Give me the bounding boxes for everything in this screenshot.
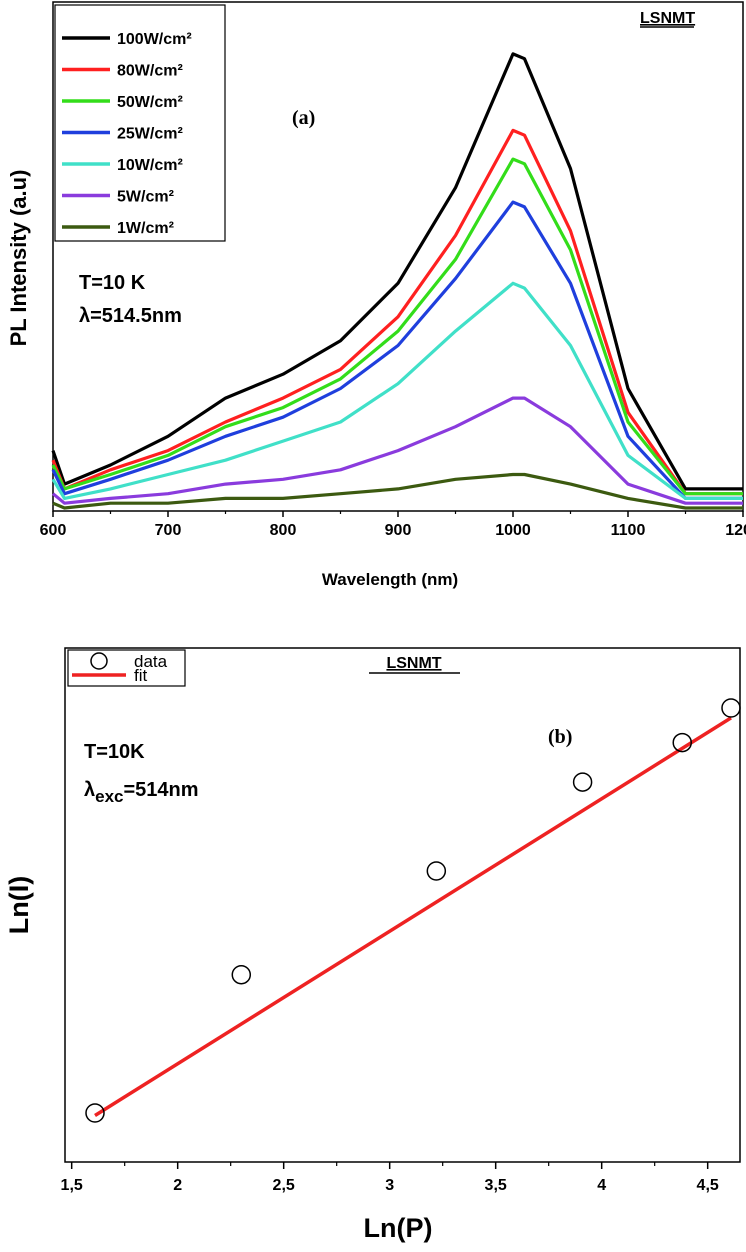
panel-a: 600 700 800 900 1000 1100 1200 Wavelength (nm)… bbox=[6, 1, 746, 589]
x-tick-label-b-4: 3,5 bbox=[485, 1177, 507, 1194]
x-tick-label-b-3: 3 bbox=[385, 1177, 394, 1194]
data-point-b-0 bbox=[85, 1103, 105, 1123]
legend-label-b-1: fit bbox=[134, 666, 148, 685]
data-point-b-5 bbox=[721, 698, 741, 718]
legend-label-b-0: data bbox=[134, 652, 168, 671]
legend-label-a-6: 1W/cm² bbox=[117, 220, 174, 237]
lambda-symbol-b: λ bbox=[84, 779, 95, 801]
data-point-b-3 bbox=[572, 772, 593, 792]
temperature-annotation-b: T=10K bbox=[84, 741, 145, 763]
x-tick-label-b-5: 4 bbox=[597, 1177, 606, 1194]
x-tick-label-b-6: 4,5 bbox=[697, 1177, 719, 1194]
x-tick-label-b-0: 1,5 bbox=[61, 1177, 83, 1194]
series-line-a-4 bbox=[51, 281, 743, 500]
series-line-a-3 bbox=[51, 200, 743, 500]
x-axis-label-b: Ln(P) bbox=[364, 1213, 433, 1243]
x-tick-label-a-1: 700 bbox=[155, 522, 182, 539]
fit-line-b bbox=[94, 716, 732, 1117]
x-tick-label-a-6: 1200 bbox=[725, 522, 746, 539]
chart-title-b: LSNMT bbox=[386, 655, 441, 672]
series-line-a-6 bbox=[52, 472, 743, 510]
x-axis-label-a: Wavelength (nm) bbox=[322, 570, 458, 589]
x-tick-label-a-4: 1000 bbox=[495, 522, 531, 539]
y-axis-label-b: Ln(I) bbox=[4, 876, 34, 934]
plot-frame-b bbox=[64, 647, 741, 1163]
data-points-group-b bbox=[85, 698, 741, 1123]
legend-label-a-1: 80W/cm² bbox=[117, 63, 183, 80]
x-ticks-b: 1,5 2 2,5 3 3,5 4 4,5 bbox=[61, 1162, 719, 1194]
series-line-a-2 bbox=[51, 157, 743, 496]
series-group-a bbox=[51, 52, 743, 510]
data-point-b-2 bbox=[426, 861, 447, 881]
fit-line-group-b bbox=[94, 716, 732, 1117]
data-point-b-4 bbox=[672, 732, 692, 753]
series-line-a-5 bbox=[51, 396, 743, 505]
legend-box-b bbox=[67, 649, 186, 687]
panel-tag-a: (a) bbox=[292, 107, 315, 129]
x-tick-label-a-0: 600 bbox=[40, 522, 67, 539]
excitation-value-b: =514nm bbox=[124, 779, 199, 801]
legend-label-a-4: 10W/cm² bbox=[117, 157, 183, 174]
x-tick-label-a-2: 800 bbox=[270, 522, 297, 539]
legend-label-a-2: 50W/cm² bbox=[117, 94, 183, 111]
panel-b: 1,5 2 2,5 3 3,5 4 4,5 Ln(P) Ln(I) LSNMT (b) T=… bbox=[4, 647, 741, 1243]
legend-swatch-b-0 bbox=[90, 652, 108, 670]
data-point-b-1 bbox=[231, 964, 252, 985]
x-tick-label-b-1: 2 bbox=[173, 1177, 182, 1194]
legend-box-a bbox=[54, 4, 226, 242]
legend-label-a-3: 25W/cm² bbox=[117, 126, 183, 143]
series-line-a-0 bbox=[51, 52, 743, 491]
panel-tag-b: (b) bbox=[548, 726, 572, 748]
y-axis-label-a: PL Intensity (a.u) bbox=[6, 170, 31, 347]
series-line-a-1 bbox=[51, 128, 743, 496]
x-ticks-a: 600 700 800 900 1000 1100 1200 bbox=[40, 511, 746, 539]
exc-subscript-b: exc bbox=[95, 787, 123, 806]
legend-label-a-5: 5W/cm² bbox=[117, 189, 174, 206]
x-tick-label-a-5: 1100 bbox=[611, 522, 646, 539]
legend-label-a-0: 100W/cm² bbox=[117, 31, 192, 48]
temperature-annotation-a: T=10 K bbox=[79, 272, 146, 294]
legend-a: 100W/cm² 80W/cm² 50W/cm² 25W/cm² 10W/cm² 5W/c… bbox=[62, 31, 192, 237]
excitation-annotation-b: λexc=514nm bbox=[84, 779, 199, 806]
wavelength-annotation-a: λ=514.5nm bbox=[79, 305, 182, 327]
x-tick-label-a-3: 900 bbox=[385, 522, 412, 539]
x-tick-label-b-2: 2,5 bbox=[273, 1177, 295, 1194]
chart-title-a: LSNMT bbox=[640, 10, 695, 27]
